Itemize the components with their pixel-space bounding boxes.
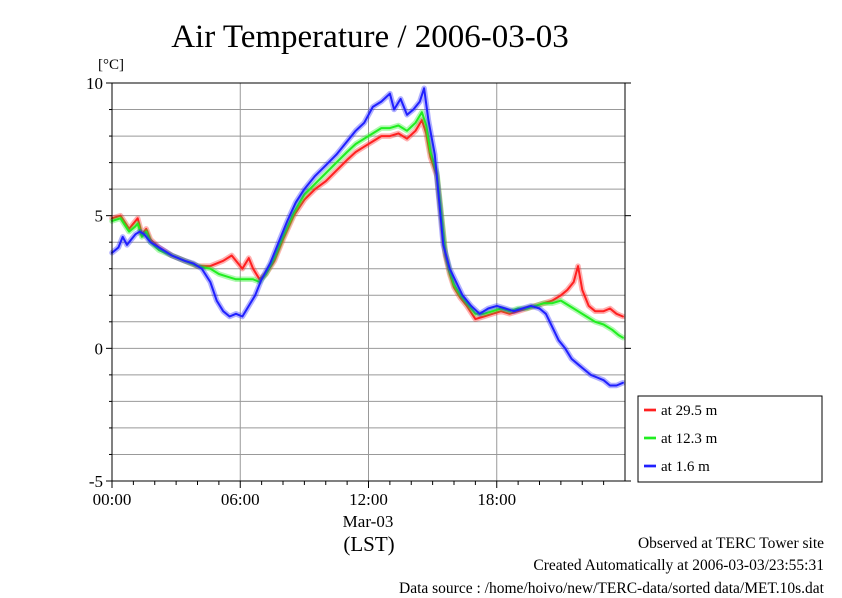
x-tick-label: 00:00 [93,490,132,509]
y-tick-label: 10 [86,74,103,93]
series-line-halo [109,117,626,322]
y-tick-label: -5 [89,472,103,491]
series-line [111,119,624,321]
footer-created: Created Automatically at 2006-03-03/23:5… [533,557,824,574]
series-line [111,87,624,387]
y-axis-label: [°C] [98,57,124,73]
legend-label: at 12.3 m [661,431,718,447]
y-tick-label: 0 [95,339,104,358]
y-tick-label: 5 [95,207,104,226]
legend-box [637,395,823,483]
x-tick-label: 06:00 [221,490,260,509]
footer-site: Observed at TERC Tower site [637,535,824,552]
chart-title: Air Temperature / 2006-03-03 [171,19,569,55]
x-axis-label: (LST) [343,532,394,556]
legend-label: at 29.5 m [661,403,718,419]
x-axis-date-label: Mar-03 [343,512,394,531]
series-line-halo [109,85,626,389]
x-tick-label: 18:00 [477,490,516,509]
x-tick-label: 12:00 [349,490,388,509]
footer-source: Data source : /home/hoivo/new/TERC-data/… [399,580,824,597]
series-layer [109,85,626,389]
legend: at 29.5 m at 12.3 m at 1.6 m [637,395,823,483]
axes: -5 0 5 10 00:00 06:00 12:00 18:00 [86,74,631,509]
legend-label: at 1.6 m [661,459,710,475]
